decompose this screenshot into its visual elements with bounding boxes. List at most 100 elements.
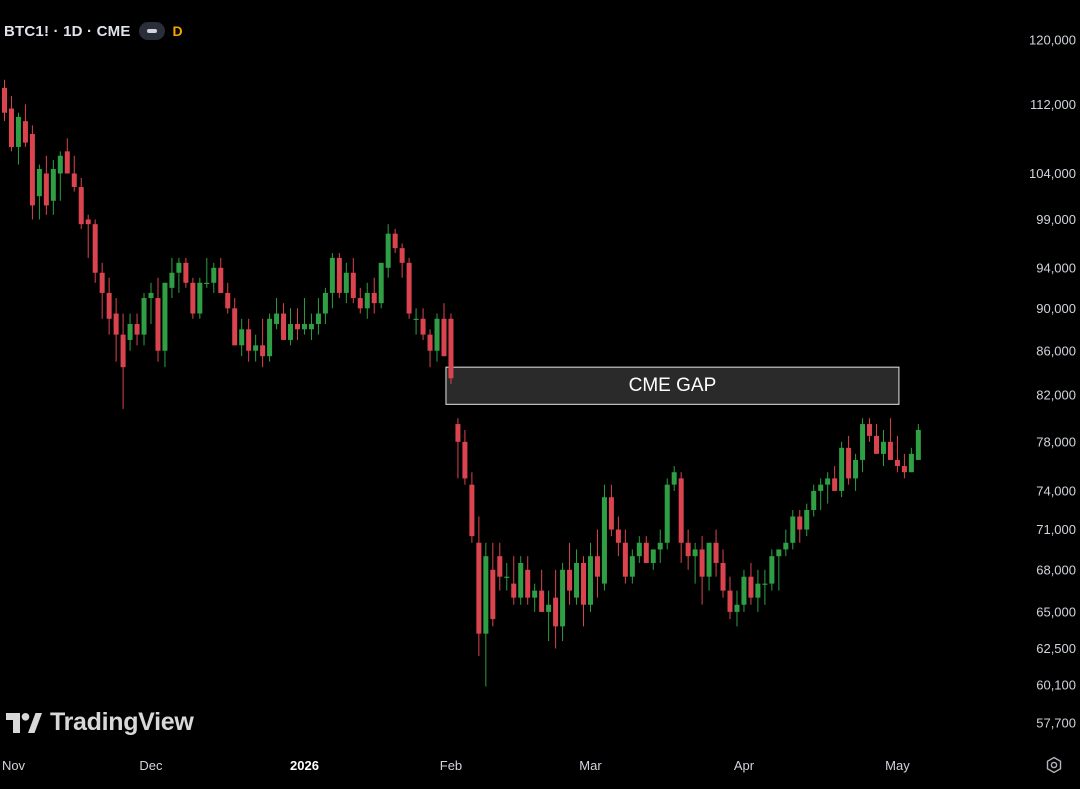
candle[interactable] — [301, 298, 307, 335]
candle[interactable] — [434, 313, 440, 362]
candle[interactable] — [8, 96, 14, 152]
candle[interactable] — [692, 542, 698, 584]
candle[interactable] — [169, 257, 175, 299]
candle[interactable] — [246, 318, 252, 362]
candle[interactable] — [839, 441, 845, 498]
candle[interactable] — [315, 298, 321, 335]
candle[interactable] — [364, 282, 370, 319]
candle[interactable] — [880, 429, 886, 467]
candle[interactable] — [120, 313, 126, 409]
candle[interactable] — [622, 529, 628, 584]
candle[interactable] — [294, 308, 300, 340]
candle[interactable] — [15, 112, 21, 165]
candle[interactable] — [57, 151, 63, 201]
candle[interactable] — [825, 472, 831, 504]
candle[interactable] — [329, 253, 335, 309]
candle[interactable] — [127, 313, 133, 351]
cme-gap-annotation[interactable]: CME GAP — [445, 366, 900, 405]
candle[interactable] — [322, 287, 328, 325]
candle[interactable] — [894, 435, 900, 473]
candle[interactable] — [267, 313, 273, 362]
candle[interactable] — [29, 125, 35, 220]
candle[interactable] — [901, 453, 907, 479]
candle[interactable] — [678, 472, 684, 563]
candle[interactable] — [92, 219, 98, 283]
candle[interactable] — [685, 529, 691, 570]
candle[interactable] — [846, 435, 852, 485]
candle[interactable] — [560, 562, 566, 642]
candle[interactable] — [727, 576, 733, 620]
candle[interactable] — [281, 303, 287, 340]
candle[interactable] — [176, 257, 182, 293]
candle[interactable] — [106, 277, 112, 335]
candle[interactable] — [741, 569, 747, 612]
candle[interactable] — [155, 277, 161, 362]
candle[interactable] — [755, 569, 761, 612]
candle[interactable] — [218, 257, 224, 293]
candle[interactable] — [567, 542, 573, 605]
candle[interactable] — [134, 313, 140, 346]
time-axis[interactable]: Nov Dec 2026 Feb Mar Apr May — [2, 758, 910, 773]
candle[interactable] — [504, 562, 510, 591]
candle[interactable] — [476, 516, 482, 656]
candle[interactable] — [385, 224, 391, 278]
candle[interactable] — [183, 257, 189, 288]
candle[interactable] — [734, 590, 740, 627]
candle[interactable] — [615, 516, 621, 557]
candle[interactable] — [762, 569, 768, 605]
candle[interactable] — [594, 529, 600, 598]
candle[interactable] — [350, 257, 356, 304]
candle[interactable] — [629, 549, 635, 584]
candle[interactable] — [636, 536, 642, 563]
candle[interactable] — [720, 549, 726, 598]
candle[interactable] — [211, 262, 217, 293]
candle[interactable] — [587, 542, 593, 612]
data-flag-badge[interactable]: D — [172, 23, 183, 39]
candle[interactable] — [232, 298, 238, 346]
candle[interactable] — [441, 303, 447, 357]
tradingview-logo[interactable]: TradingView — [6, 708, 194, 737]
cme-gap-box[interactable] — [445, 366, 900, 405]
candle[interactable] — [197, 277, 203, 319]
candle[interactable] — [713, 529, 719, 577]
candle[interactable] — [748, 562, 754, 605]
candle[interactable] — [22, 104, 28, 147]
candle[interactable] — [511, 556, 517, 605]
candle[interactable] — [71, 155, 77, 192]
candle[interactable] — [650, 549, 656, 570]
candle[interactable] — [141, 292, 147, 346]
candle[interactable] — [783, 529, 789, 557]
candle[interactable] — [392, 228, 398, 254]
candle[interactable] — [664, 478, 670, 550]
candle[interactable] — [260, 318, 266, 368]
candle[interactable] — [85, 214, 91, 258]
candle[interactable] — [832, 466, 838, 491]
candle[interactable] — [804, 503, 810, 537]
candle[interactable] — [790, 510, 796, 550]
candle[interactable] — [162, 282, 168, 368]
candle[interactable] — [532, 583, 538, 612]
candle[interactable] — [455, 418, 461, 479]
candle[interactable] — [671, 466, 677, 491]
candle[interactable] — [601, 484, 607, 591]
candle[interactable] — [336, 253, 342, 299]
candle[interactable] — [406, 257, 412, 319]
candle[interactable] — [867, 418, 873, 442]
candle[interactable] — [539, 569, 545, 612]
candle[interactable] — [769, 549, 775, 591]
candle[interactable] — [860, 418, 866, 473]
candle[interactable] — [483, 542, 489, 687]
candle[interactable] — [811, 484, 817, 517]
candle[interactable] — [469, 472, 475, 543]
candle[interactable] — [574, 549, 580, 605]
candle[interactable] — [308, 313, 314, 340]
candle[interactable] — [253, 334, 259, 362]
candle[interactable] — [915, 424, 921, 460]
candle[interactable] — [190, 277, 196, 319]
candle[interactable] — [99, 262, 105, 319]
candle[interactable] — [462, 429, 468, 485]
candle[interactable] — [497, 542, 503, 591]
candle[interactable] — [274, 298, 280, 330]
candle[interactable] — [148, 282, 154, 325]
